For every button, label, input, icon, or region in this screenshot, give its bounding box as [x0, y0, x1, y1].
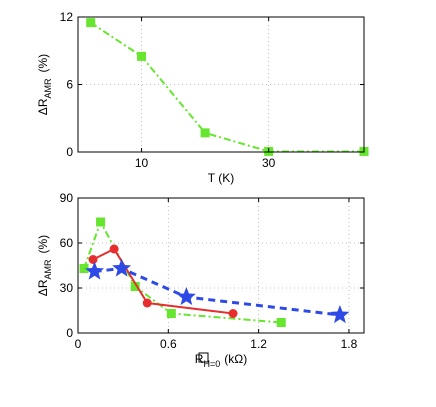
data-point — [86, 18, 96, 28]
y-axis-label: ΔRAMR(%) — [36, 235, 53, 296]
y-tick-label: 0 — [66, 326, 73, 340]
x-tick-label: 1.2 — [250, 337, 267, 351]
data-point — [276, 318, 286, 327]
x-tick-label: 10 — [135, 156, 149, 170]
data-point — [130, 282, 140, 291]
y-tick-label: 60 — [60, 236, 74, 250]
series-0 — [79, 217, 286, 327]
series-1 — [88, 244, 238, 318]
y-tick-label: 0 — [66, 145, 73, 159]
data-point — [166, 309, 176, 318]
box-glyph — [198, 352, 209, 363]
x-tick-label: 30 — [262, 156, 276, 170]
data-point — [228, 309, 238, 318]
data-point — [88, 255, 98, 264]
x-tick-label: 0 — [75, 337, 82, 351]
x-tick-label: 0.6 — [160, 337, 177, 351]
y-tick-label: 90 — [60, 191, 74, 205]
grid — [78, 17, 364, 152]
y-tick-label: 6 — [66, 78, 73, 92]
series-line — [94, 267, 341, 317]
x-axis-label: T (K) — [208, 171, 234, 185]
data-point — [96, 217, 106, 227]
data-point — [200, 128, 210, 138]
y-tick-label: 12 — [60, 10, 74, 24]
y-tick-label: 30 — [60, 281, 74, 295]
data-point — [137, 51, 147, 61]
data-point — [142, 298, 152, 308]
data-point — [330, 305, 350, 324]
data-point — [176, 287, 196, 306]
data-point — [109, 244, 119, 254]
series-line — [92, 248, 234, 315]
data-point — [79, 264, 89, 273]
data-point — [85, 261, 105, 280]
temperature-panel: 10 30 0 6 12 T (K) ΔRAMR(%) — [36, 10, 369, 185]
plot-frame — [77, 197, 365, 334]
y-axis-label: ΔRAMR(%) — [36, 54, 53, 115]
series-2 — [85, 258, 350, 324]
data-point — [112, 258, 132, 277]
x-tick-label: 1.8 — [341, 337, 358, 351]
